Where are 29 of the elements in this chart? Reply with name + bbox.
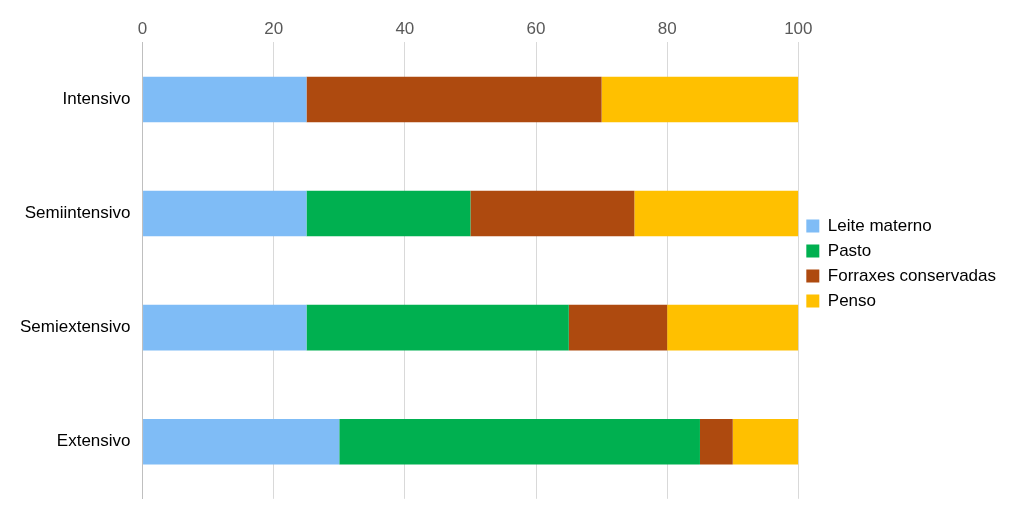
x-tick-label: 20 <box>264 18 284 38</box>
y-tick-label: Semiextensivo <box>19 317 131 337</box>
bar <box>634 190 799 237</box>
x-tick-label: 60 <box>526 18 546 38</box>
x-tick-label: 40 <box>395 18 415 38</box>
bar <box>306 304 569 351</box>
bar <box>143 76 307 123</box>
legend-label: Penso <box>827 290 877 310</box>
bar <box>339 418 700 465</box>
y-tick-label: Semiintensivo <box>24 203 131 223</box>
bar <box>143 304 307 351</box>
legend-label: Pasto <box>827 240 872 260</box>
bar <box>470 190 635 237</box>
x-tick-label: 80 <box>657 18 677 38</box>
bar <box>143 418 340 465</box>
bar <box>143 190 307 237</box>
bar <box>667 304 799 351</box>
bar <box>601 76 799 123</box>
x-tick-label: 100 <box>784 18 813 38</box>
legend-label: Leite materno <box>827 215 932 235</box>
y-tick-label: Intensivo <box>62 89 131 109</box>
bar <box>306 76 602 123</box>
legend-label: Forraxes conservadas <box>827 265 997 285</box>
bar <box>699 418 733 465</box>
x-tick-label: 0 <box>137 18 148 38</box>
bar <box>306 190 471 237</box>
y-tick-label: Extensivo <box>56 431 131 451</box>
bar <box>568 304 668 351</box>
bar <box>732 418 799 465</box>
